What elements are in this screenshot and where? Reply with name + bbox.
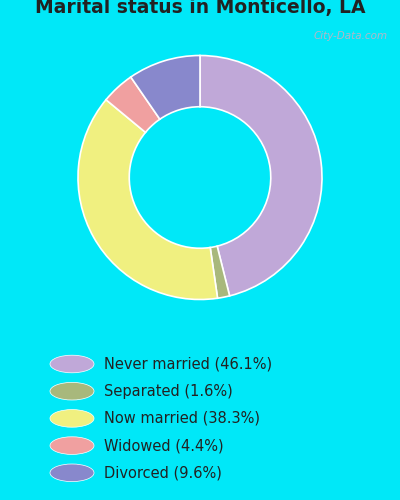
Circle shape bbox=[50, 437, 94, 454]
Circle shape bbox=[50, 355, 94, 373]
Text: Divorced (9.6%): Divorced (9.6%) bbox=[104, 466, 222, 480]
Text: City-Data.com: City-Data.com bbox=[314, 31, 388, 42]
Wedge shape bbox=[106, 77, 160, 132]
Wedge shape bbox=[200, 56, 322, 296]
Text: Now married (38.3%): Now married (38.3%) bbox=[104, 411, 260, 426]
Wedge shape bbox=[78, 100, 218, 300]
Circle shape bbox=[50, 464, 94, 481]
Circle shape bbox=[50, 410, 94, 427]
Text: Never married (46.1%): Never married (46.1%) bbox=[104, 356, 272, 372]
Wedge shape bbox=[131, 56, 200, 119]
Text: Separated (1.6%): Separated (1.6%) bbox=[104, 384, 233, 398]
Wedge shape bbox=[210, 246, 230, 298]
Text: Marital status in Monticello, LA: Marital status in Monticello, LA bbox=[35, 0, 365, 17]
Circle shape bbox=[50, 382, 94, 400]
Text: Widowed (4.4%): Widowed (4.4%) bbox=[104, 438, 224, 453]
